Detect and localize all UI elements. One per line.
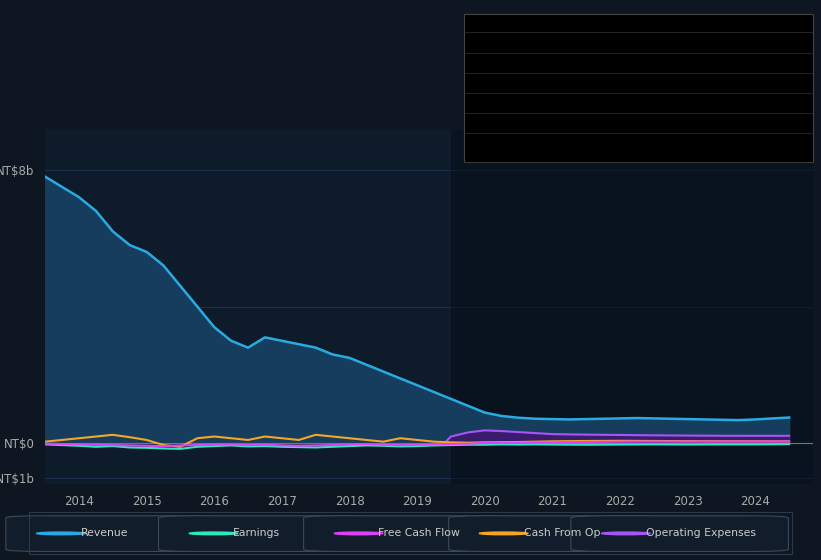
FancyBboxPatch shape xyxy=(304,516,521,552)
Text: profit margin: profit margin xyxy=(649,77,720,87)
Text: Revenue: Revenue xyxy=(470,36,516,46)
Text: -NT$23.343m: -NT$23.343m xyxy=(624,57,703,67)
Text: Earnings: Earnings xyxy=(470,57,516,67)
Circle shape xyxy=(602,532,650,535)
Text: Cash From Op: Cash From Op xyxy=(470,117,544,127)
Text: Operating Expenses: Operating Expenses xyxy=(645,529,755,538)
FancyBboxPatch shape xyxy=(449,516,667,552)
Text: /yr: /yr xyxy=(678,36,695,46)
FancyBboxPatch shape xyxy=(6,516,223,552)
Text: Free Cash Flow: Free Cash Flow xyxy=(470,97,548,107)
Text: Operating Expenses: Operating Expenses xyxy=(470,137,576,147)
Text: /yr: /yr xyxy=(673,117,690,127)
Text: NT$755.976m: NT$755.976m xyxy=(624,36,706,46)
Text: /yr: /yr xyxy=(678,57,695,67)
Text: -3.1%: -3.1% xyxy=(624,77,657,87)
Text: Jun 30 2024: Jun 30 2024 xyxy=(470,24,548,37)
Text: Revenue: Revenue xyxy=(80,529,128,538)
Text: NT$59.181m: NT$59.181m xyxy=(624,117,698,127)
Text: Free Cash Flow: Free Cash Flow xyxy=(378,529,461,538)
Text: NT$220.528m: NT$220.528m xyxy=(624,137,705,147)
Text: /yr: /yr xyxy=(673,97,690,107)
Bar xyxy=(451,129,813,484)
Text: /yr: /yr xyxy=(678,137,695,147)
Circle shape xyxy=(334,532,383,535)
Text: Earnings: Earnings xyxy=(233,529,281,538)
FancyBboxPatch shape xyxy=(158,516,376,552)
Circle shape xyxy=(36,532,85,535)
FancyBboxPatch shape xyxy=(571,516,788,552)
Text: NT$56.389m: NT$56.389m xyxy=(624,97,698,107)
Circle shape xyxy=(189,532,238,535)
Circle shape xyxy=(479,532,528,535)
Text: Cash From Op: Cash From Op xyxy=(524,529,600,538)
